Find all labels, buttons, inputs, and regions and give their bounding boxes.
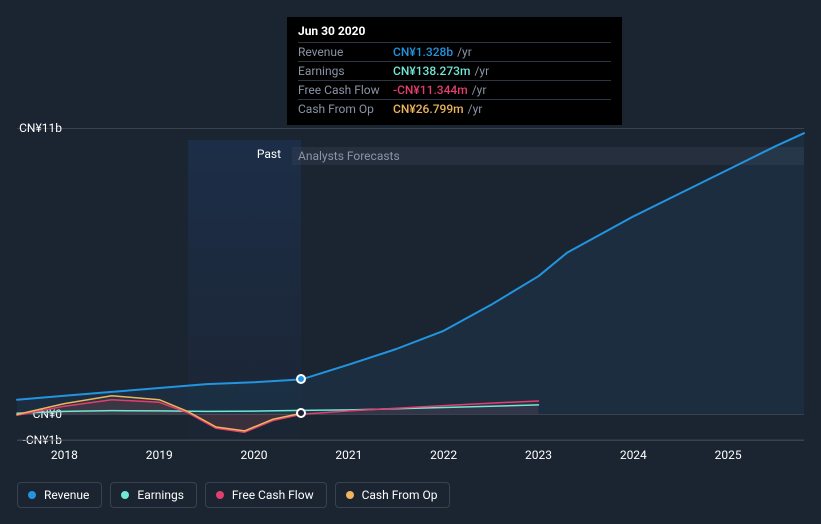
tooltip: Jun 30 2020 RevenueCN¥1.328b/yrEarningsC… bbox=[287, 17, 622, 125]
tooltip-row-per: /yr bbox=[457, 44, 472, 60]
chart-marker bbox=[296, 408, 306, 418]
tooltip-row-value: CN¥1.328b bbox=[393, 44, 453, 60]
legend: Revenue Earnings Free Cash Flow Cash From O… bbox=[17, 482, 450, 508]
legend-item-earnings[interactable]: Earnings bbox=[110, 482, 197, 508]
tooltip-row-per: /yr bbox=[468, 101, 483, 117]
tooltip-date: Jun 30 2020 bbox=[298, 24, 611, 42]
legend-label: Revenue bbox=[44, 488, 89, 502]
tooltip-row-per: /yr bbox=[472, 82, 487, 98]
chart-marker bbox=[296, 374, 306, 384]
tooltip-row: EarningsCN¥138.273m/yr bbox=[298, 61, 611, 80]
legend-item-cfo[interactable]: Cash From Op bbox=[335, 482, 451, 508]
legend-dot-icon bbox=[121, 491, 129, 499]
tooltip-row-per: /yr bbox=[474, 63, 489, 79]
tooltip-row: Cash From OpCN¥26.799m/yr bbox=[298, 99, 611, 118]
tooltip-row-label: Revenue bbox=[298, 44, 393, 60]
legend-label: Earnings bbox=[137, 488, 184, 502]
legend-item-revenue[interactable]: Revenue bbox=[17, 482, 102, 508]
series-fill-revenue bbox=[17, 133, 804, 414]
legend-dot-icon bbox=[346, 491, 354, 499]
tooltip-row: RevenueCN¥1.328b/yr bbox=[298, 42, 611, 61]
legend-dot-icon bbox=[28, 491, 36, 499]
tooltip-row-value: CN¥138.273m bbox=[393, 63, 470, 79]
legend-dot-icon bbox=[216, 491, 224, 499]
legend-label: Free Cash Flow bbox=[232, 488, 314, 502]
tooltip-row-value: CN¥26.799m bbox=[393, 101, 464, 117]
tooltip-row: Free Cash Flow-CN¥11.344m/yr bbox=[298, 80, 611, 99]
legend-item-fcf[interactable]: Free Cash Flow bbox=[205, 482, 327, 508]
tooltip-row-value: -CN¥11.344m bbox=[393, 82, 468, 98]
tooltip-row-label: Earnings bbox=[298, 63, 393, 79]
legend-label: Cash From Op bbox=[362, 488, 438, 502]
tooltip-row-label: Free Cash Flow bbox=[298, 82, 393, 98]
tooltip-row-label: Cash From Op bbox=[298, 101, 393, 117]
